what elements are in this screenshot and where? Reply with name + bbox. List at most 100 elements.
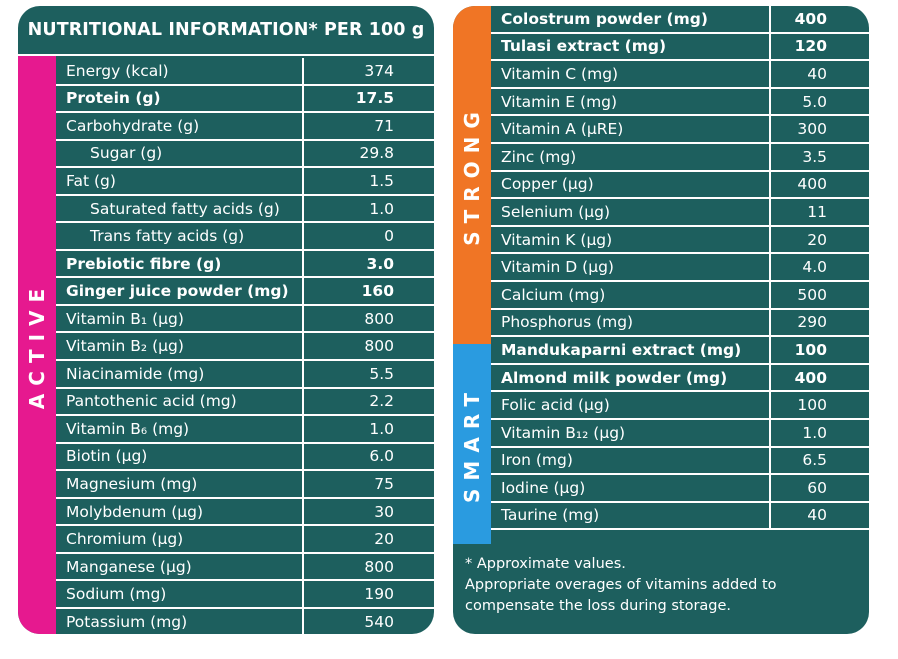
nutrient-name: Vitamin E (mg): [491, 88, 771, 115]
left-nutrition-panel: NUTRITIONAL INFORMATION* PER 100 g ACTIV…: [18, 6, 434, 634]
right-nutrient-table: Colostrum powder (mg) 400 Tulasi extract (…: [491, 6, 869, 531]
nutrient-name: Calcium (mg): [491, 281, 771, 308]
nutrient-value: 374: [364, 61, 394, 80]
nutrient-row: Niacinamide (mg) 5.5: [56, 361, 434, 389]
nutrient-name: Vitamin K (μg): [491, 226, 771, 253]
nutrient-row: Mandukaparni extract (mg) 100: [491, 337, 869, 365]
nutrient-row: Copper (μg) 400: [491, 171, 869, 200]
nutrient-value: 2.2: [369, 392, 394, 411]
nutrient-name: Carbohydrate (g): [56, 113, 304, 139]
nutrient-name: Sugar (g): [56, 140, 304, 167]
nutrient-value: 71: [374, 116, 394, 135]
nutrient-row: Vitamin B₁₂ (μg) 1.0: [491, 419, 869, 448]
nutrient-name: Folic acid (μg): [491, 392, 771, 418]
nutrient-value: 100: [794, 340, 827, 359]
nutrient-row: Vitamin D (μg) 4.0: [491, 254, 869, 282]
nutrient-row: Calcium (mg) 500: [491, 281, 869, 310]
nutrient-value: 0: [384, 227, 394, 246]
nutrient-value: 800: [364, 337, 394, 356]
nutrient-row: Prebiotic fibre (g) 3.0: [56, 250, 434, 279]
nutrient-row: Sodium (mg) 190: [56, 581, 434, 609]
nutrient-name: Selenium (μg): [491, 199, 771, 225]
nutrient-name: Colostrum powder (mg): [491, 6, 771, 32]
strong-band-label: STRONG: [460, 104, 485, 246]
nutrient-row: Tulasi extract (mg) 120: [491, 33, 869, 62]
nutrient-name: Almond milk powder (mg): [491, 364, 771, 391]
nutrient-row: Carbohydrate (g) 71: [56, 113, 434, 141]
nutrient-value: 75: [374, 474, 394, 493]
nutrient-value: 3.5: [802, 147, 827, 166]
nutrient-name: Potassium (mg): [56, 608, 304, 634]
nutrient-name: Taurine (mg): [491, 502, 771, 529]
nutrient-name: Chromium (μg): [56, 526, 304, 552]
nutrient-row: Pantothenic acid (mg) 2.2: [56, 388, 434, 417]
nutrient-name: Iron (mg): [491, 447, 771, 474]
nutrient-row: Vitamin B₆ (mg) 1.0: [56, 416, 434, 444]
nutrient-value: 300: [797, 120, 827, 139]
nutrient-value: 1.0: [369, 419, 394, 438]
nutrient-name: Prebiotic fibre (g): [56, 250, 304, 277]
nutrient-value: 60: [807, 478, 827, 497]
nutrient-value: 1.0: [802, 423, 827, 442]
nutrient-value: 5.5: [369, 364, 394, 383]
nutrient-value: 20: [807, 230, 827, 249]
nutrient-name: Sodium (mg): [56, 581, 304, 607]
nutrient-value: 11: [807, 202, 827, 221]
nutrient-row: Trans fatty acids (g) 0: [56, 223, 434, 251]
nutrient-row: Fat (g) 1.5: [56, 168, 434, 196]
nutrient-value: 6.5: [802, 451, 827, 470]
nutrient-value: 190: [364, 585, 394, 604]
nutrient-name: Manganese (μg): [56, 553, 304, 580]
strong-band: STRONG: [453, 6, 491, 344]
smart-band-label: SMART: [460, 385, 484, 503]
nutrient-value: 540: [364, 612, 394, 631]
nutrient-name: Energy (kcal): [56, 58, 304, 84]
nutrient-name: Vitamin A (μRE): [491, 116, 771, 142]
nutrient-value: 160: [361, 282, 394, 301]
nutrient-row: Chromium (μg) 20: [56, 526, 434, 554]
nutrient-row: Sugar (g) 29.8: [56, 140, 434, 169]
nutrient-row: Saturated fatty acids (g) 1.0: [56, 195, 434, 224]
footnote-line: Appropriate overages of vitamins added t…: [465, 577, 777, 593]
active-band: ACTIVE: [18, 56, 56, 634]
nutrient-row: Almond milk powder (mg) 400: [491, 364, 869, 393]
footnote-line: * Approximate values.: [465, 556, 626, 572]
nutrient-name: Phosphorus (mg): [491, 309, 771, 336]
nutrient-name: Vitamin B₆ (mg): [56, 416, 304, 442]
nutrient-name: Fat (g): [56, 168, 304, 194]
nutrient-name: Biotin (μg): [56, 443, 304, 470]
nutrient-value: 4.0: [802, 258, 827, 277]
nutrient-row: Zinc (mg) 3.5: [491, 143, 869, 172]
nutrient-name: Trans fatty acids (g): [56, 223, 304, 249]
nutrient-row: Vitamin E (mg) 5.0: [491, 88, 869, 117]
nutrient-value: 100: [797, 396, 827, 415]
nutrient-value: 30: [374, 502, 394, 521]
nutrient-row: Vitamin B₂ (μg) 800: [56, 333, 434, 362]
nutrient-name: Magnesium (mg): [56, 471, 304, 497]
nutrient-name: Vitamin B₁₂ (μg): [491, 419, 771, 446]
nutrient-row: Manganese (μg) 800: [56, 553, 434, 582]
nutrient-row: Folic acid (μg) 100: [491, 392, 869, 420]
nutrient-name: Mandukaparni extract (mg): [491, 337, 771, 363]
nutrient-value: 800: [364, 557, 394, 576]
nutrient-row: Vitamin K (μg) 20: [491, 226, 869, 255]
nutrient-row: Energy (kcal) 374: [56, 58, 434, 86]
nutrient-row: Iron (mg) 6.5: [491, 447, 869, 476]
nutrient-value: 400: [794, 9, 827, 28]
nutrient-value: 40: [807, 506, 827, 525]
nutrient-value: 400: [797, 175, 827, 194]
nutrient-row: Ginger juice powder (mg) 160: [56, 278, 434, 306]
nutrient-row: Biotin (μg) 6.0: [56, 443, 434, 472]
nutrient-row: Vitamin A (μRE) 300: [491, 116, 869, 144]
nutrient-name: Vitamin C (mg): [491, 61, 771, 87]
nutrient-name: Iodine (μg): [491, 475, 771, 501]
nutrient-name: Vitamin D (μg): [491, 254, 771, 280]
nutrient-name: Pantothenic acid (mg): [56, 388, 304, 415]
nutrient-name: Niacinamide (mg): [56, 361, 304, 387]
nutrient-row: Vitamin B₁ (μg) 800: [56, 305, 434, 334]
nutrient-row: Molybdenum (μg) 30: [56, 498, 434, 527]
nutrient-row: Protein (g) 17.5: [56, 85, 434, 114]
right-nutrition-panel: STRONG SMART Colostrum powder (mg) 400 Tul…: [453, 6, 869, 634]
nutrient-value: 40: [807, 64, 827, 83]
nutrient-name: Tulasi extract (mg): [491, 33, 771, 60]
